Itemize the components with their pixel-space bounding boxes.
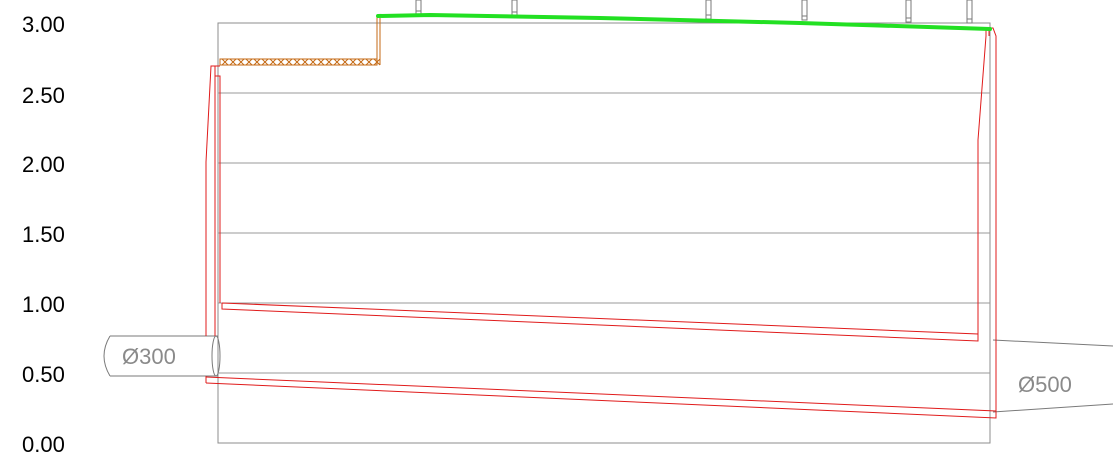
- hatch-line: [245, 58, 253, 66]
- hatch-line: [221, 58, 229, 66]
- hatch-line: [237, 58, 245, 66]
- hatch-line: [341, 58, 349, 66]
- hatch-line: [285, 58, 293, 66]
- post: [705, 0, 712, 20]
- hatch-line: [229, 58, 237, 66]
- right-inner-wall: [977, 28, 987, 334]
- inlet-pipe-end-cap: [103, 335, 111, 377]
- inlet-pipe: Ø300: [103, 335, 221, 377]
- gridlines: [218, 92, 990, 374]
- hatch-line: [277, 58, 285, 66]
- right-outer-wall: [986, 27, 997, 411]
- hatch-line: [301, 58, 309, 66]
- top-surface-highlight: [376, 12, 992, 31]
- hatch-line: [325, 58, 333, 66]
- hatch-line: [269, 58, 277, 66]
- hatch-line: [357, 58, 365, 66]
- outer-floor-slab: [205, 376, 997, 419]
- outlet-pipe-top-line: [992, 339, 1113, 347]
- hatch-line: [293, 58, 301, 66]
- y-tick-label: 1.50: [22, 222, 65, 247]
- hatch-line: [317, 58, 325, 66]
- raised-step: [219, 15, 381, 66]
- left-inner-wall: [215, 75, 221, 303]
- post: [905, 0, 912, 23]
- outlet-pipe-bottom-line: [992, 403, 1113, 413]
- y-tick-label: 0.00: [22, 432, 65, 457]
- y-tick-label: 2.00: [22, 152, 65, 177]
- inlet-diameter-label: Ø300: [122, 344, 176, 369]
- outlet-diameter-label: Ø500: [1018, 372, 1072, 397]
- outlet-pipe: Ø500: [992, 339, 1113, 413]
- channel-section-outline: [205, 27, 997, 419]
- hatch-line: [309, 58, 317, 66]
- y-axis-tick-labels: 3.00 2.50 2.00 1.50 1.00 0.50 0.00: [22, 12, 65, 457]
- y-tick-label: 0.50: [22, 362, 65, 387]
- y-tick-label: 1.00: [22, 292, 65, 317]
- post: [966, 0, 973, 24]
- hatch-line: [365, 58, 373, 66]
- hatch-line: [261, 58, 269, 66]
- hatch-line: [349, 58, 357, 66]
- post: [415, 0, 422, 16]
- y-tick-label: 3.00: [22, 12, 65, 37]
- inner-floor-slab: [221, 302, 979, 342]
- post: [801, 0, 808, 21]
- hatch-line: [333, 58, 341, 66]
- y-tick-label: 2.50: [22, 83, 65, 108]
- post: [511, 0, 518, 17]
- hatch-pattern: [221, 58, 381, 66]
- inlet-pipe-mouth: [211, 335, 221, 377]
- hatch-line: [253, 58, 261, 66]
